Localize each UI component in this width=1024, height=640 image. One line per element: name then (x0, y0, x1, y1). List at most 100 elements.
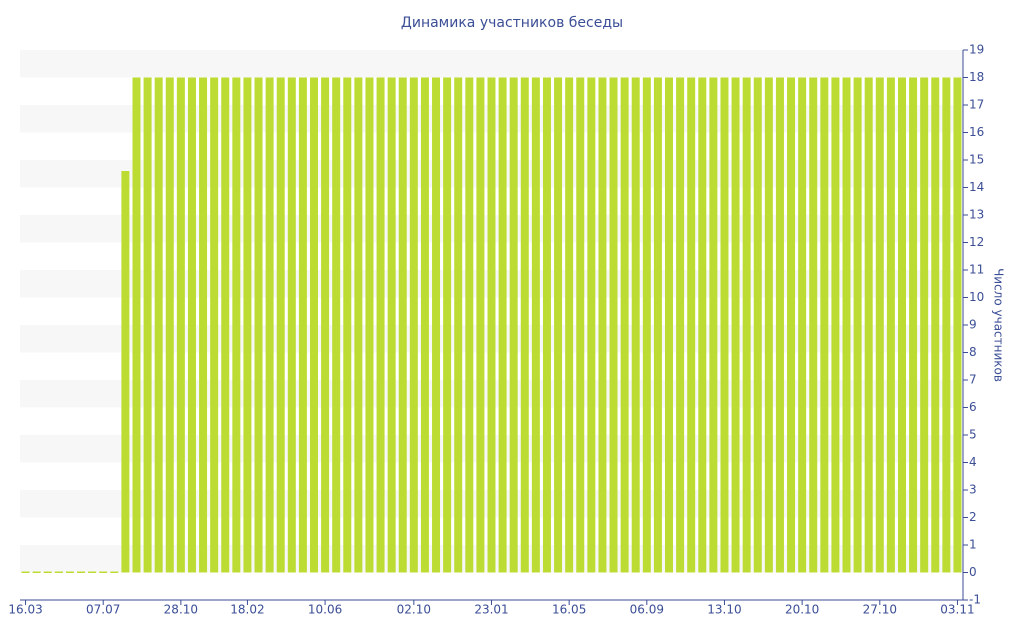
bar (620, 77, 629, 573)
y-tick-label: 15 (969, 153, 984, 167)
bar (842, 77, 851, 573)
x-tick-label: 07.07 (86, 603, 120, 617)
bar (565, 77, 574, 573)
bar (276, 77, 285, 573)
bar (487, 77, 496, 573)
y-tick-label: 10 (969, 290, 984, 304)
bar (953, 77, 962, 573)
y-tick-label: 19 (969, 43, 984, 57)
x-tick-label: 20.10 (785, 603, 819, 617)
bar (443, 77, 452, 573)
bar (210, 77, 219, 573)
y-tick-label: 8 (969, 345, 977, 359)
bar (798, 77, 807, 573)
bar (132, 77, 141, 573)
bar (454, 77, 463, 573)
bar (875, 77, 884, 573)
x-tick-label: 18.02 (230, 603, 264, 617)
bar (931, 77, 940, 573)
bar (187, 77, 196, 573)
bar (43, 571, 52, 573)
x-tick-label: 10.06 (308, 603, 342, 617)
y-tick-label: 17 (969, 98, 984, 112)
bar (154, 77, 163, 573)
bar (920, 77, 929, 573)
bar (432, 77, 441, 573)
bar (309, 77, 318, 573)
bar (99, 571, 108, 573)
bar (409, 77, 418, 573)
bar (398, 77, 407, 573)
bar (232, 77, 241, 573)
bar (509, 77, 518, 573)
bar (576, 77, 585, 573)
bar (598, 77, 607, 573)
x-tick-label: 13.10 (707, 603, 741, 617)
bar (199, 77, 208, 573)
bar (376, 77, 385, 573)
y-tick-label: 1 (969, 538, 977, 552)
bar (365, 77, 374, 573)
bar (587, 77, 596, 573)
bar (21, 571, 30, 573)
bar (343, 77, 352, 573)
bar (709, 77, 718, 573)
bar (698, 77, 707, 573)
bar (676, 77, 685, 573)
bar (775, 77, 784, 573)
bar (642, 77, 651, 573)
bar (720, 77, 729, 573)
bar (864, 77, 873, 573)
bar (631, 77, 640, 573)
y-tick-label: 12 (969, 235, 984, 249)
grid-band (20, 50, 963, 78)
bar (254, 77, 263, 573)
x-tick-label: 16.03 (8, 603, 42, 617)
chart-title: Динамика участников беседы (401, 15, 623, 31)
x-tick-label: 02.10 (397, 603, 431, 617)
bar (609, 77, 618, 573)
bar (287, 77, 296, 573)
y-tick-label: -1 (969, 593, 981, 607)
bar (332, 77, 341, 573)
bar (853, 77, 862, 573)
y-tick-label: 18 (969, 70, 984, 84)
bar (265, 77, 274, 573)
x-tick-label: 16.05 (552, 603, 586, 617)
y-axis-label: Число участников (992, 268, 1006, 382)
x-tick-label: 27.10 (863, 603, 897, 617)
bar (886, 77, 895, 573)
x-tick-label: 03.11 (940, 603, 974, 617)
y-tick-label: 16 (969, 125, 984, 139)
y-tick-label: 0 (969, 565, 977, 579)
bar (520, 77, 529, 573)
y-tick-label: 2 (969, 510, 977, 524)
bar (831, 77, 840, 573)
y-tick-label: 6 (969, 400, 977, 414)
bar (65, 571, 74, 573)
bar (298, 77, 307, 573)
bar (764, 77, 773, 573)
y-tick-label: 9 (969, 318, 977, 332)
bar (909, 77, 918, 573)
y-tick-label: 5 (969, 428, 977, 442)
bar (88, 571, 97, 573)
bar (809, 77, 818, 573)
bar (498, 77, 507, 573)
bar (32, 571, 41, 573)
y-tick-label: 7 (969, 373, 977, 387)
x-tick-label: 23.01 (474, 603, 508, 617)
bar (476, 77, 485, 573)
bar (787, 77, 796, 573)
y-tick-label: 11 (969, 263, 984, 277)
bar (121, 171, 130, 573)
bar (897, 77, 906, 573)
bar (665, 77, 674, 573)
bar (653, 77, 662, 573)
bar (110, 571, 119, 573)
bar (176, 77, 185, 573)
x-tick-label: 28.10 (164, 603, 198, 617)
bar (554, 77, 563, 573)
